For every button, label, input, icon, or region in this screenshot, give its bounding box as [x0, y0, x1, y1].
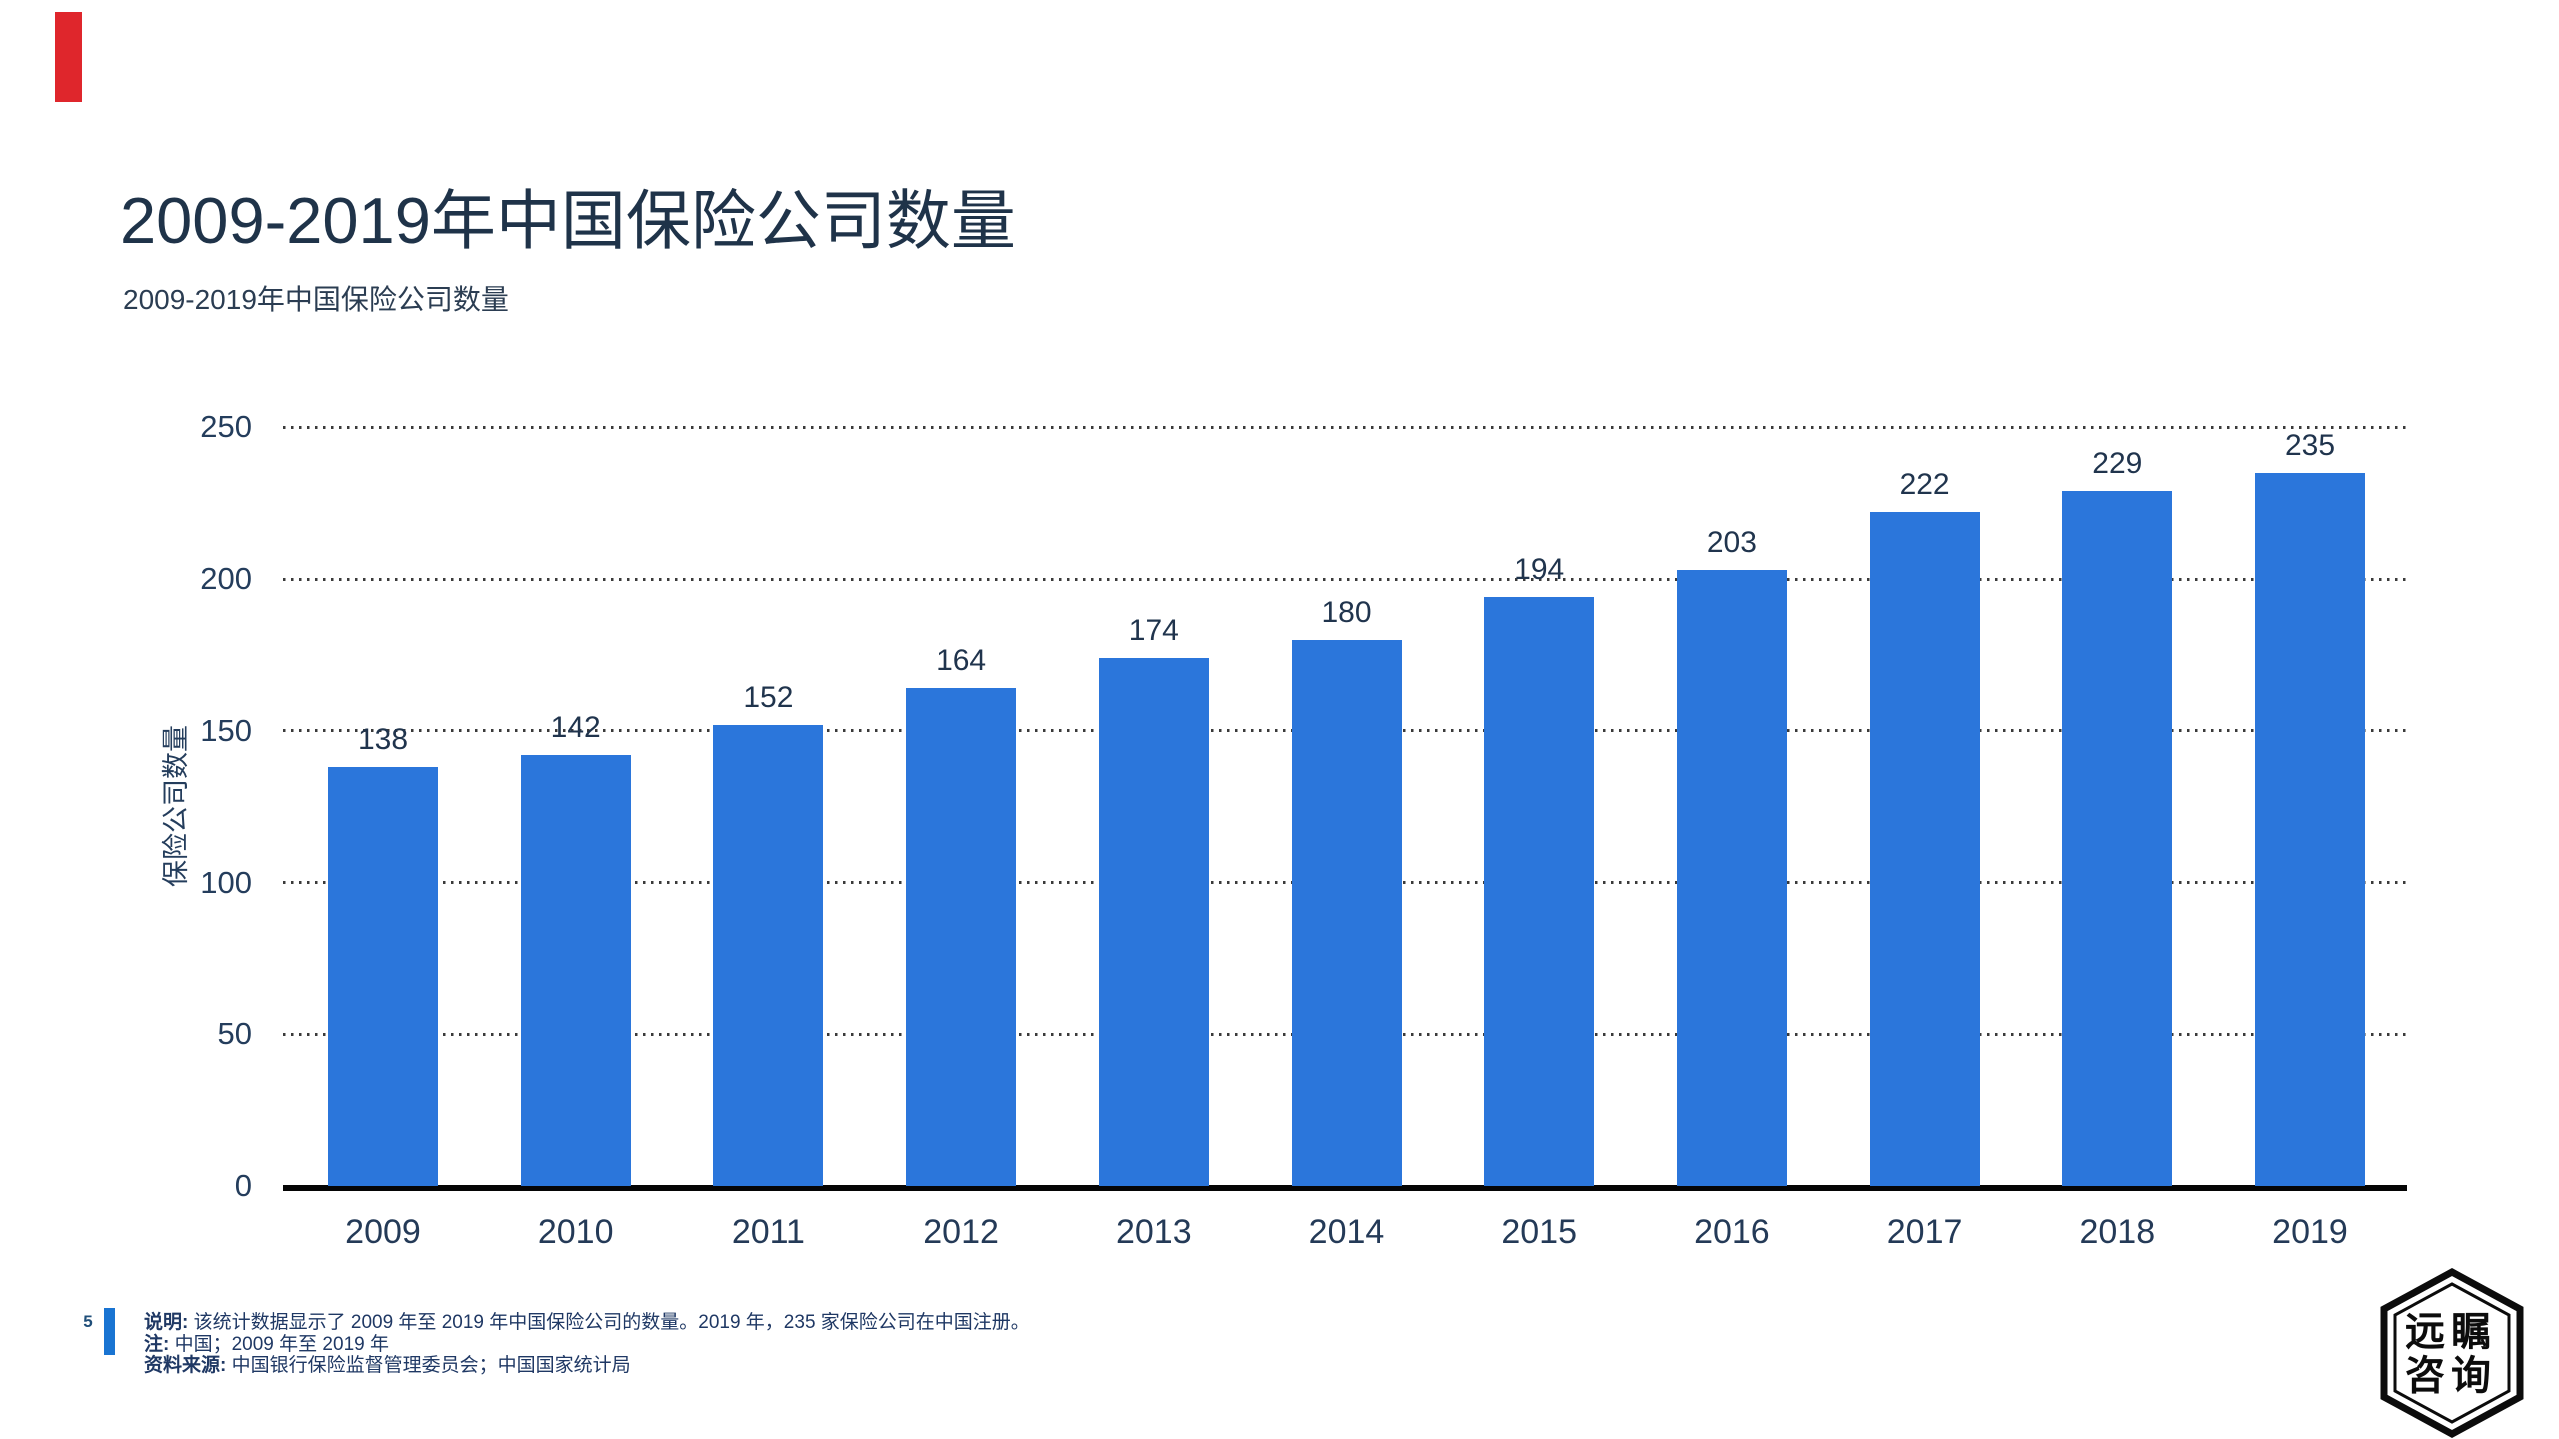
page-title: 2009-2019年中国保险公司数量	[120, 184, 1016, 257]
x-tick-label: 2016	[1694, 1213, 1770, 1251]
gridline	[283, 425, 2407, 429]
footnote-text: 中国；2009 年至 2019 年	[174, 1333, 389, 1355]
bar-2018	[2062, 490, 2173, 1186]
x-tick-label: 2011	[731, 1213, 805, 1251]
bar-value-label: 174	[1128, 613, 1179, 647]
bar-value-label: 180	[1321, 595, 1372, 629]
x-axis-line	[283, 1185, 2407, 1191]
footnote-text: 该统计数据显示了 2009 年至 2019 年中国保险公司的数量。2019 年，…	[193, 1312, 1030, 1333]
bar-2019	[2255, 472, 2365, 1186]
footnote-line: 注: 中国；2009 年至 2019 年	[144, 1334, 1030, 1356]
bar-2017	[1869, 512, 1980, 1186]
y-tick-label: 200	[200, 561, 252, 596]
hexagon-logo-frame: 远瞩 咨询	[2380, 1268, 2524, 1438]
bar-2015	[1484, 597, 1595, 1186]
hexagon-inner	[2393, 1282, 2511, 1424]
logo-text-line2: 咨询	[2405, 1353, 2497, 1399]
x-tick-label: 2010	[537, 1213, 614, 1251]
bar-value-label: 222	[1899, 468, 1950, 502]
footnotes: 说明: 该统计数据显示了 2009 年至 2019 年中国保险公司的数量。201…	[144, 1312, 1030, 1377]
bar-value-label: 164	[936, 644, 987, 678]
x-tick-label: 2014	[1308, 1213, 1385, 1251]
bar-value-label: 138	[357, 723, 409, 757]
y-axis-title: 保险公司数量	[161, 725, 191, 887]
bar-2010	[520, 755, 631, 1186]
y-tick-label: 250	[200, 409, 252, 445]
footnote-line: 资料来源: 中国银行保险监督管理委员会；中国国家统计局	[144, 1355, 1030, 1377]
bar-2016	[1676, 569, 1787, 1186]
y-tick-label: 150	[200, 712, 252, 748]
y-tick-label: 0	[234, 1168, 252, 1203]
bar-2013	[1098, 657, 1209, 1186]
page-number-accent-bar	[104, 1308, 115, 1355]
bar-value-label: 152	[743, 680, 794, 714]
red-accent-bar	[55, 12, 82, 102]
hexagon-outer	[2380, 1268, 2524, 1438]
footnote-label: 说明:	[144, 1312, 189, 1333]
bar-value-label: 229	[2092, 446, 2143, 480]
bar-value-label: 235	[2284, 428, 2336, 462]
bar-2014	[1291, 639, 1402, 1186]
x-tick-label: 2018	[2079, 1213, 2156, 1251]
x-tick-label: 2013	[1115, 1213, 1192, 1251]
y-tick-label: 50	[217, 1016, 252, 1052]
logo-text-line1: 远瞩	[2405, 1309, 2497, 1355]
x-tick-label: 2017	[1886, 1213, 1963, 1251]
footnote-line: 说明: 该统计数据显示了 2009 年至 2019 年中国保险公司的数量。201…	[144, 1312, 1030, 1334]
bar-value-label: 194	[1514, 553, 1565, 587]
bar-2009	[328, 767, 438, 1186]
y-tick-label: 100	[200, 864, 252, 900]
bar-2012	[906, 688, 1017, 1186]
page-number: 5	[83, 1312, 93, 1331]
x-tick-label: 2019	[2272, 1213, 2348, 1251]
bar-value-label: 142	[550, 711, 601, 745]
bar-value-label: 203	[1706, 525, 1757, 559]
footnote-label: 资料来源:	[144, 1355, 227, 1376]
chart-subtitle: 2009-2019年中国保险公司数量	[123, 284, 509, 315]
company-logo: 远瞩 咨询	[2380, 1267, 2526, 1439]
footnote-label: 注:	[144, 1333, 170, 1355]
x-tick-label: 2012	[923, 1213, 999, 1251]
x-tick-label: 2015	[1501, 1213, 1577, 1251]
x-tick-label: 2009	[345, 1213, 421, 1251]
footnote-text: 中国银行保险监督管理委员会；中国国家统计局	[231, 1355, 631, 1376]
bar-2011	[713, 724, 824, 1186]
gridline	[283, 577, 2407, 581]
